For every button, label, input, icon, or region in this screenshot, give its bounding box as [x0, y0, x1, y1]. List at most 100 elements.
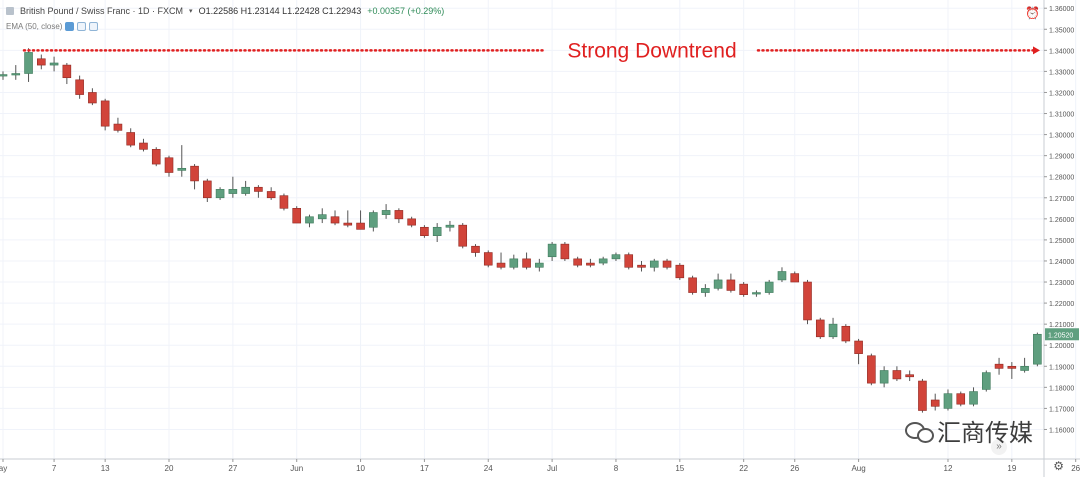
candle-body: [177, 167, 187, 171]
candle-body: [1033, 333, 1042, 365]
candle-body: [815, 319, 825, 338]
candle-body: [471, 245, 480, 253]
x-tick-label: 19: [1007, 464, 1016, 473]
x-tick-label: 26: [790, 464, 799, 473]
candle-body: [369, 212, 378, 228]
candle-body: [879, 370, 889, 384]
candle-body: [777, 271, 787, 281]
y-tick-label: 1.24000: [1049, 259, 1074, 266]
y-tick-label: 1.34000: [1049, 48, 1074, 55]
indicator-label[interactable]: EMA (50, close): [6, 22, 63, 31]
candle-body: [560, 243, 570, 260]
y-tick-label: 1.35000: [1049, 27, 1074, 34]
candle-body: [713, 279, 723, 289]
candle-body: [37, 58, 46, 66]
candle-body: [649, 260, 659, 268]
candle-body: [75, 79, 84, 95]
candle-body: [573, 258, 582, 266]
candle-body: [343, 222, 353, 226]
symbol-label[interactable]: British Pound / Swiss Franc · 1D · FXCM: [20, 6, 184, 16]
settings-small-icon[interactable]: [77, 22, 87, 31]
candle-body: [739, 283, 748, 295]
candle-body: [100, 100, 110, 127]
candle-body: [930, 399, 940, 407]
candle-body: [11, 73, 21, 76]
x-tick-label: ay: [0, 464, 7, 473]
chart-alert-icon[interactable]: ⏰: [1025, 6, 1040, 20]
candle-body: [420, 226, 429, 236]
y-tick-label: 1.18000: [1049, 385, 1074, 392]
candle-body: [854, 340, 863, 354]
y-tick-label: 1.23000: [1049, 280, 1074, 287]
eye-icon[interactable]: [65, 22, 75, 31]
candle-body: [828, 323, 838, 338]
watermark-text: 汇商传媒: [937, 420, 1033, 447]
indicator-row: EMA (50, close): [6, 22, 99, 31]
y-tick-label: 1.27000: [1049, 196, 1074, 203]
chart-header: British Pound / Swiss Franc · 1D · FXCM …: [6, 6, 444, 16]
candle-body: [483, 252, 493, 266]
candle-body: [841, 325, 851, 342]
candle-body: [535, 262, 544, 268]
scroll-right-icon[interactable]: »: [991, 439, 1007, 455]
candle-body: [1020, 365, 1029, 371]
candle-body: [317, 214, 327, 220]
candle-body: [496, 262, 506, 268]
x-tick-label: 22: [739, 464, 748, 473]
candle-body: [867, 355, 876, 384]
ohlc-readout: O1.22586 H1.23144 L1.22428 C1.22943: [198, 6, 362, 16]
candle-body: [305, 216, 314, 224]
x-tick-label: 17: [420, 464, 429, 473]
y-tick-label: 1.29000: [1049, 154, 1074, 161]
candle-body: [611, 254, 621, 260]
candle-body: [356, 222, 365, 230]
last-price-label: 1.20520: [1048, 332, 1073, 339]
y-tick-label: 1.30000: [1049, 133, 1074, 140]
x-tick-label: Jul: [547, 464, 557, 473]
x-tick-label: 12: [944, 464, 953, 473]
candle-body: [803, 281, 812, 321]
candle-body: [151, 149, 161, 165]
y-tick-label: 1.21000: [1049, 322, 1074, 329]
candle-body: [764, 281, 774, 293]
candle-body: [62, 64, 72, 79]
candle-body: [432, 226, 442, 236]
candle-body: [292, 208, 302, 224]
candle-body: [203, 180, 212, 199]
candle-body: [228, 189, 238, 194]
annotation-label: Strong Downtrend: [567, 39, 736, 62]
y-tick-label: 1.33000: [1049, 69, 1074, 76]
candle-body: [88, 92, 97, 104]
y-tick-label: 1.17000: [1049, 406, 1074, 413]
candle-body: [981, 372, 991, 390]
gear-icon[interactable]: ⚙: [1053, 459, 1064, 473]
candle-body: [458, 224, 468, 247]
x-tick-label: 8: [614, 464, 619, 473]
candle-body: [598, 258, 608, 264]
candle-body: [330, 216, 340, 224]
wechat-icon: [905, 421, 934, 443]
y-tick-label: 1.19000: [1049, 364, 1074, 371]
candle-body: [381, 210, 391, 215]
y-tick-label: 1.28000: [1049, 175, 1074, 182]
chevron-down-icon[interactable]: ▾: [189, 8, 193, 15]
candle-body: [726, 279, 736, 291]
close-icon[interactable]: [89, 22, 99, 31]
candle-body: [24, 52, 33, 74]
candle-body: [905, 374, 914, 378]
x-tick-label: Aug: [851, 464, 865, 473]
candle-body: [624, 254, 634, 268]
x-tick-label: 20: [165, 464, 174, 473]
y-tick-label: 1.16000: [1049, 427, 1074, 434]
candle-body: [522, 258, 531, 268]
x-tick-label: 26: [1071, 464, 1080, 473]
trend-arrow-head: [1033, 46, 1040, 55]
candle-body: [892, 370, 902, 380]
candle-body: [969, 391, 978, 405]
candle-body: [675, 264, 685, 279]
x-tick-label: 24: [484, 464, 493, 473]
candle-body: [994, 363, 1004, 369]
candle-body: [509, 258, 519, 268]
candle-body: [266, 191, 276, 199]
candle-body: [790, 273, 800, 283]
